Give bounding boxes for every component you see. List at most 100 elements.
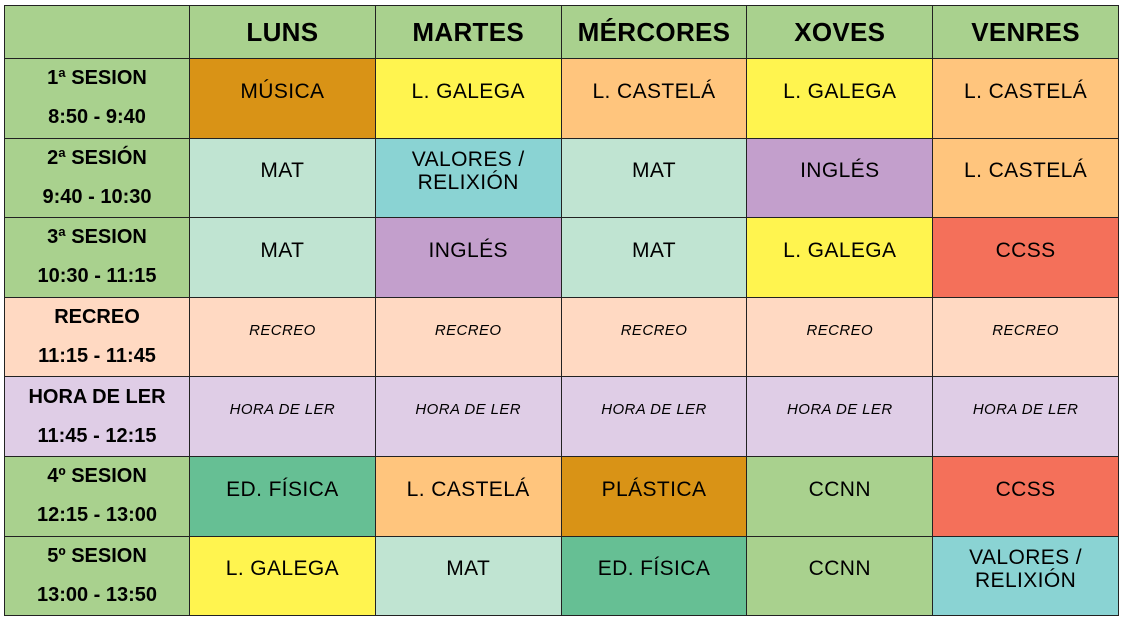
subject-label: MAT xyxy=(632,159,676,183)
session-name: 5º SESION xyxy=(47,544,147,567)
session-time: 11:45 - 12:15 xyxy=(37,424,157,447)
subject-label: ED. FÍSICA xyxy=(597,557,711,581)
day-header: VENRES xyxy=(932,5,1119,59)
session-row: 1ª SESION 8:50 - 9:40 MÚSICA L. GALEGA L. CA… xyxy=(4,58,1119,139)
day-header: XOVES xyxy=(746,5,934,59)
subject-label: MAT xyxy=(260,159,305,183)
subject-cell: ED. FÍSICA xyxy=(560,535,748,617)
subject-label: RECREO xyxy=(806,321,874,339)
subject-cell: RECREO xyxy=(374,296,562,378)
subject-label: MAT xyxy=(446,557,491,581)
session-cell: 5º SESION 13:00 - 13:50 xyxy=(4,535,190,617)
subject-label: INGLÉS xyxy=(800,159,880,183)
session-row: HORA DE LER 11:45 - 12:15 HORA DE LER HORA … xyxy=(4,376,1119,457)
subject-cell: HORA DE LER xyxy=(932,376,1119,457)
subject-cell: INGLÉS xyxy=(746,137,934,219)
session-time: 9:40 - 10:30 xyxy=(42,185,152,208)
subject-cell: PLÁSTICA xyxy=(560,455,748,537)
subject-cell: CCSS xyxy=(932,455,1119,537)
subject-label: HORA DE LER xyxy=(787,401,893,419)
subject-label: VALORES / RELIXIÓN xyxy=(969,545,1083,592)
subject-cell: MÚSICA xyxy=(189,58,376,139)
subject-label: CCNN xyxy=(808,477,871,501)
subject-cell: MAT xyxy=(189,217,376,298)
subject-cell: RECREO xyxy=(189,296,376,378)
subject-label: L. CASTELÁ xyxy=(964,79,1088,103)
subject-label: ED. FÍSICA xyxy=(226,477,339,501)
subject-label: CCSS xyxy=(995,238,1056,262)
subject-label: L. GALEGA xyxy=(225,557,340,581)
subject-cell: L. CASTELÁ xyxy=(932,137,1119,219)
subject-label: RECREO xyxy=(992,321,1059,339)
day-header: MÉRCORES xyxy=(560,5,748,59)
subject-cell: L. GALEGA xyxy=(189,535,376,617)
subject-cell: L. CASTELÁ xyxy=(932,58,1119,139)
session-time: 11:15 - 11:45 xyxy=(38,345,156,368)
session-row: 3ª SESION 10:30 - 11:15 MAT INGLÉS MAT L. GAL… xyxy=(4,217,1119,298)
header-row: LUNS MARTES MÉRCORES XOVES VENRES xyxy=(4,5,1119,59)
subject-label: HORA DE LER xyxy=(415,401,521,419)
subject-cell: L. GALEGA xyxy=(746,217,934,298)
subject-cell: CCNN xyxy=(746,535,934,617)
session-name: 4º SESION xyxy=(47,465,147,488)
subject-label: RECREO xyxy=(249,321,316,339)
subject-label: RECREO xyxy=(620,321,688,339)
subject-label: L. GALEGA xyxy=(411,79,525,103)
subject-label: L. GALEGA xyxy=(783,238,897,262)
subject-label: MAT xyxy=(632,238,676,262)
subject-label: L. CASTELÁ xyxy=(406,477,530,501)
subject-label: CCSS xyxy=(995,477,1056,501)
subject-cell: L. GALEGA xyxy=(374,58,562,139)
subject-label: HORA DE LER xyxy=(972,401,1079,419)
session-cell: RECREO 11:15 - 11:45 xyxy=(4,296,190,378)
subject-cell: HORA DE LER xyxy=(560,376,748,457)
subject-label: MÚSICA xyxy=(240,79,325,103)
subject-cell: HORA DE LER xyxy=(189,376,376,457)
session-row: RECREO 11:15 - 11:45 RECREO RECREO RECREO REC… xyxy=(4,296,1119,378)
session-time: 12:15 - 13:00 xyxy=(36,504,158,527)
day-header: MARTES xyxy=(374,5,562,59)
subject-cell: RECREO xyxy=(932,296,1119,378)
session-name: 1ª SESION xyxy=(47,67,147,90)
subject-label: L. CASTELÁ xyxy=(964,159,1088,183)
subject-label: MAT xyxy=(260,238,305,262)
session-time: 8:50 - 9:40 xyxy=(48,106,146,129)
session-time: 10:30 - 11:15 xyxy=(37,265,157,288)
corner-cell xyxy=(4,5,190,59)
subject-label: VALORES / RELIXIÓN xyxy=(411,147,525,194)
subject-cell: MAT xyxy=(374,535,562,617)
subject-cell: RECREO xyxy=(746,296,934,378)
subject-cell: MAT xyxy=(560,217,748,298)
session-row: 4º SESION 12:15 - 13:00 ED. FÍSICA L. CASTE… xyxy=(4,455,1119,537)
subject-cell: L. CASTELÁ xyxy=(560,58,748,139)
session-time: 13:00 - 13:50 xyxy=(36,583,158,606)
session-cell: 1ª SESION 8:50 - 9:40 xyxy=(4,58,190,139)
subject-cell: MAT xyxy=(189,137,376,219)
subject-label: HORA DE LER xyxy=(601,401,707,419)
session-cell: 2ª SESIÓN 9:40 - 10:30 xyxy=(4,137,190,219)
subject-label: INGLÉS xyxy=(428,238,508,262)
subject-cell: VALORES / RELIXIÓN xyxy=(374,137,562,219)
subject-cell: CCNN xyxy=(746,455,934,537)
subject-cell: HORA DE LER xyxy=(374,376,562,457)
session-cell: 4º SESION 12:15 - 13:00 xyxy=(4,455,190,537)
subject-label: RECREO xyxy=(434,321,502,339)
subject-label: HORA DE LER xyxy=(229,401,336,419)
subject-label: CCNN xyxy=(808,557,871,581)
subject-cell: L. GALEGA xyxy=(746,58,934,139)
session-cell: 3ª SESION 10:30 - 11:15 xyxy=(4,217,190,298)
session-name: 3ª SESION xyxy=(47,226,147,249)
day-header: LUNS xyxy=(189,5,376,59)
subject-cell: RECREO xyxy=(560,296,748,378)
session-name: RECREO xyxy=(54,306,140,329)
session-row: 2ª SESIÓN 9:40 - 10:30 MAT VALORES / RELIXI… xyxy=(4,137,1119,219)
session-name: 2ª SESIÓN xyxy=(47,146,147,169)
session-name: HORA DE LER xyxy=(28,385,166,408)
subject-label: L. CASTELÁ xyxy=(592,79,716,103)
subject-cell: MAT xyxy=(560,137,748,219)
subject-cell: CCSS xyxy=(932,217,1119,298)
timetable: LUNS MARTES MÉRCORES XOVES VENRES 1ª SES… xyxy=(4,5,1119,617)
subject-cell: INGLÉS xyxy=(374,217,562,298)
subject-label: L. GALEGA xyxy=(783,79,897,103)
subject-cell: HORA DE LER xyxy=(746,376,934,457)
